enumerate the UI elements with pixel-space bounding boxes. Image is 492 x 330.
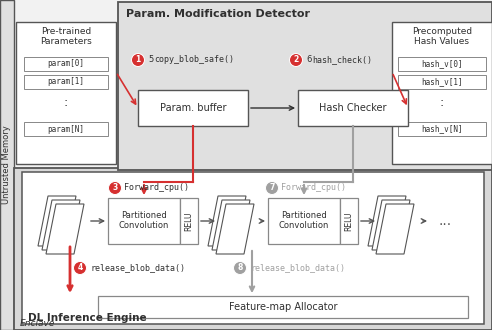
Text: 7: 7 — [269, 183, 275, 192]
Circle shape — [289, 53, 303, 67]
Bar — [268, 198, 340, 244]
Polygon shape — [368, 196, 406, 246]
Text: Partitioned: Partitioned — [121, 212, 167, 220]
Polygon shape — [212, 200, 250, 250]
Bar — [398, 75, 486, 89]
Text: 8: 8 — [237, 263, 243, 273]
Text: 5: 5 — [148, 55, 153, 64]
Text: copy_blob_safe(): copy_blob_safe() — [154, 55, 234, 64]
Text: Forward_cpu(): Forward_cpu() — [124, 183, 189, 192]
Polygon shape — [376, 204, 414, 254]
Bar — [22, 172, 484, 324]
Polygon shape — [46, 204, 84, 254]
Bar — [98, 296, 468, 318]
Text: 6: 6 — [306, 55, 311, 64]
Bar — [392, 22, 492, 164]
Text: RELU: RELU — [344, 211, 353, 231]
Text: hash_check(): hash_check() — [312, 55, 372, 64]
Text: Forward_cpu(): Forward_cpu() — [281, 183, 346, 192]
Text: Convolution: Convolution — [279, 221, 329, 230]
Text: release_blob_data(): release_blob_data() — [90, 263, 185, 273]
Text: DL Inference Engine: DL Inference Engine — [28, 313, 147, 323]
Bar — [340, 198, 358, 244]
Bar — [14, 168, 492, 330]
Bar — [398, 57, 486, 71]
Circle shape — [234, 261, 246, 275]
Polygon shape — [208, 196, 246, 246]
Text: Untrusted Memory: Untrusted Memory — [2, 126, 11, 204]
Circle shape — [109, 182, 122, 194]
Circle shape — [266, 182, 278, 194]
Polygon shape — [372, 200, 410, 250]
Text: :: : — [440, 95, 444, 109]
Circle shape — [73, 261, 87, 275]
Text: 4: 4 — [77, 263, 83, 273]
Text: Convolution: Convolution — [119, 221, 169, 230]
Text: 1: 1 — [135, 55, 141, 64]
Text: Partitioned: Partitioned — [281, 212, 327, 220]
Text: ...: ... — [438, 214, 452, 228]
Text: param[0]: param[0] — [48, 59, 85, 69]
Bar — [118, 2, 492, 170]
Polygon shape — [216, 204, 254, 254]
Circle shape — [131, 53, 145, 67]
Bar — [24, 57, 108, 71]
Bar — [138, 90, 248, 126]
Bar — [24, 75, 108, 89]
Text: Pre-trained: Pre-trained — [41, 27, 91, 37]
Text: 3: 3 — [112, 183, 118, 192]
Text: Param. buffer: Param. buffer — [160, 103, 226, 113]
Text: Parameters: Parameters — [40, 38, 92, 47]
Text: release_blob_data(): release_blob_data() — [250, 263, 345, 273]
Polygon shape — [42, 200, 80, 250]
Text: hash_v[1]: hash_v[1] — [421, 78, 463, 86]
Text: hash_v[0]: hash_v[0] — [421, 59, 463, 69]
Bar — [16, 22, 116, 164]
Text: param[1]: param[1] — [48, 78, 85, 86]
Bar — [0, 0, 14, 330]
Bar — [108, 198, 180, 244]
Bar — [298, 90, 408, 126]
Text: 2: 2 — [293, 55, 299, 64]
Text: hash_v[N]: hash_v[N] — [421, 124, 463, 134]
Bar — [180, 198, 198, 244]
Text: Enclave: Enclave — [20, 319, 56, 328]
Text: Hash Values: Hash Values — [414, 38, 469, 47]
Text: Feature-map Allocator: Feature-map Allocator — [229, 302, 337, 312]
Text: param[N]: param[N] — [48, 124, 85, 134]
Bar — [398, 122, 486, 136]
Text: :: : — [64, 95, 68, 109]
Text: Precomputed: Precomputed — [412, 27, 472, 37]
Polygon shape — [38, 196, 76, 246]
Text: Param. Modification Detector: Param. Modification Detector — [126, 9, 310, 19]
Bar — [24, 122, 108, 136]
Text: RELU: RELU — [184, 211, 193, 231]
Text: Hash Checker: Hash Checker — [319, 103, 387, 113]
